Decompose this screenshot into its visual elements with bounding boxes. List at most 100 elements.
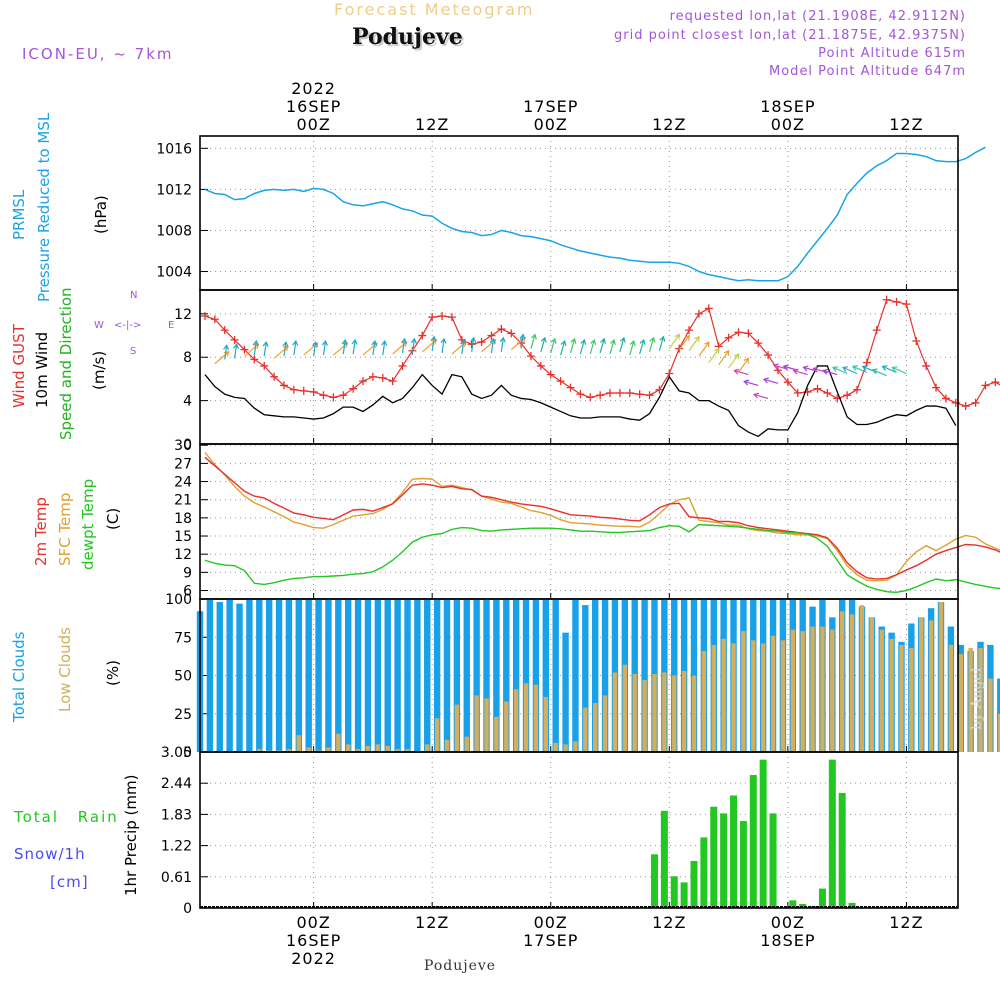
total-cloud-bar xyxy=(562,632,569,752)
total-cloud-bar xyxy=(384,599,391,752)
total-cloud-bar xyxy=(473,599,480,752)
low-cloud-bar xyxy=(928,620,934,752)
wind-arrow-head xyxy=(470,336,477,343)
total-cloud-bar xyxy=(414,599,421,752)
gust-marker xyxy=(220,326,229,335)
low-cloud-bar xyxy=(385,745,390,752)
gust-marker xyxy=(912,336,921,345)
gust-marker xyxy=(230,335,239,344)
low-cloud-bar xyxy=(533,684,539,752)
low-cloud-bar xyxy=(583,707,588,752)
low-cloud-bar xyxy=(899,644,904,752)
low-cloud-bar xyxy=(573,741,578,752)
wind-direction-arrow xyxy=(263,342,267,357)
wind-arrow-head xyxy=(262,341,269,347)
wind-direction-arrow xyxy=(283,342,287,357)
low-cloud-bar xyxy=(711,644,716,752)
wind-arrow-head xyxy=(752,392,760,399)
wind-direction-arrow xyxy=(872,369,887,377)
low-cloud-bar xyxy=(859,605,865,752)
wind-direction-arrow xyxy=(224,345,228,360)
low-cloud-bar xyxy=(889,638,894,752)
low-cloud-bar xyxy=(968,647,973,752)
low-cloud-bar xyxy=(474,695,479,752)
wind-direction-arrow xyxy=(718,350,730,366)
wind-arrow-head xyxy=(629,339,636,347)
rain-bar xyxy=(670,876,678,908)
wind-direction-arrow xyxy=(411,338,416,353)
low-cloud-bar xyxy=(494,716,499,752)
low-cloud-bar xyxy=(504,701,509,752)
total-cloud-bar xyxy=(424,599,431,752)
model-label: ICON-EU, ~ 7km xyxy=(22,45,174,63)
low-cloud-bar xyxy=(672,675,677,752)
gust-marker xyxy=(744,329,753,338)
low-cloud-bar xyxy=(444,739,450,752)
ytick-label: 50 xyxy=(174,669,192,685)
pressure-unit: (hPa) xyxy=(92,195,110,234)
top-time-label: 12Z xyxy=(889,115,923,134)
panel-frame xyxy=(199,443,959,600)
total-cloud-bar xyxy=(592,599,599,752)
ytick-label: 75 xyxy=(174,630,192,646)
gust-marker xyxy=(270,372,279,381)
gust-marker xyxy=(596,391,605,400)
pressure-label-2: Pressure Reduced to MSL xyxy=(35,112,53,302)
gust-marker xyxy=(447,313,456,322)
wind-direction-arrow xyxy=(668,334,680,349)
wind-arrow-head xyxy=(733,368,740,375)
ytick-label: 6 xyxy=(183,584,192,600)
clouds-unit: (%) xyxy=(104,660,122,686)
gust-marker xyxy=(694,309,703,318)
wind-arrow-head xyxy=(401,341,408,347)
ytick-label: 1004 xyxy=(156,265,192,281)
total-cloud-bar xyxy=(572,599,579,752)
wind-arrow-head xyxy=(590,338,597,345)
low-cloud-bar xyxy=(770,635,776,752)
low-cloud-bar xyxy=(355,748,361,752)
location-title: Podujeve xyxy=(352,24,463,50)
wind-arrow-head xyxy=(822,368,829,375)
low-cloud-bar xyxy=(869,617,875,752)
wind-direction-arrow xyxy=(793,370,808,376)
low-cloud-bar xyxy=(760,643,766,752)
wind-arrow-head xyxy=(460,338,467,345)
wind-direction-arrow xyxy=(313,342,317,357)
ytick-label: 0 xyxy=(183,437,192,453)
wind-arrow-head xyxy=(499,336,506,343)
total-cloud-bar xyxy=(522,599,530,752)
top-time-label: 00Z xyxy=(771,115,805,134)
gust-marker xyxy=(250,355,259,364)
low-cloud-bar xyxy=(593,703,598,752)
low-cloud-bar xyxy=(622,664,628,752)
low-cloud-bar xyxy=(800,631,805,752)
wind-arrow-head xyxy=(460,341,467,347)
low-cloud-bar xyxy=(375,744,381,752)
low-cloud-bar xyxy=(642,680,647,752)
ytick-label: 1012 xyxy=(156,182,192,198)
low-cloud-bar xyxy=(336,733,341,752)
low-cloud-bar xyxy=(998,713,1000,752)
gust-marker xyxy=(368,372,377,381)
compass-south: S xyxy=(130,346,137,357)
rain-bar xyxy=(769,813,777,908)
low-cloud-bar xyxy=(652,673,657,752)
temp-dew-label: dewpt Temp xyxy=(79,478,97,570)
total-cloud-bar xyxy=(354,599,362,752)
top-time-label: 00Z xyxy=(296,115,330,134)
wind-arrow-head xyxy=(832,366,839,372)
wind-arrow-head xyxy=(430,335,437,342)
total-cloud-bar xyxy=(275,599,283,752)
gust-marker xyxy=(566,383,575,392)
low-cloud-bar xyxy=(602,695,608,752)
wind-direction-arrow xyxy=(550,338,556,354)
wind-arrow-head xyxy=(311,341,319,347)
precip-snow-label: Snow/1h xyxy=(14,845,86,863)
wind-direction-arrow xyxy=(688,336,700,352)
low-cloud-bar xyxy=(879,629,884,752)
low-cloud-bar xyxy=(405,748,410,752)
wind-direction-arrow xyxy=(589,339,595,355)
wind-arrow-head xyxy=(619,336,626,343)
low-cloud-bar xyxy=(780,640,786,752)
wind-arrow-head xyxy=(713,347,720,354)
